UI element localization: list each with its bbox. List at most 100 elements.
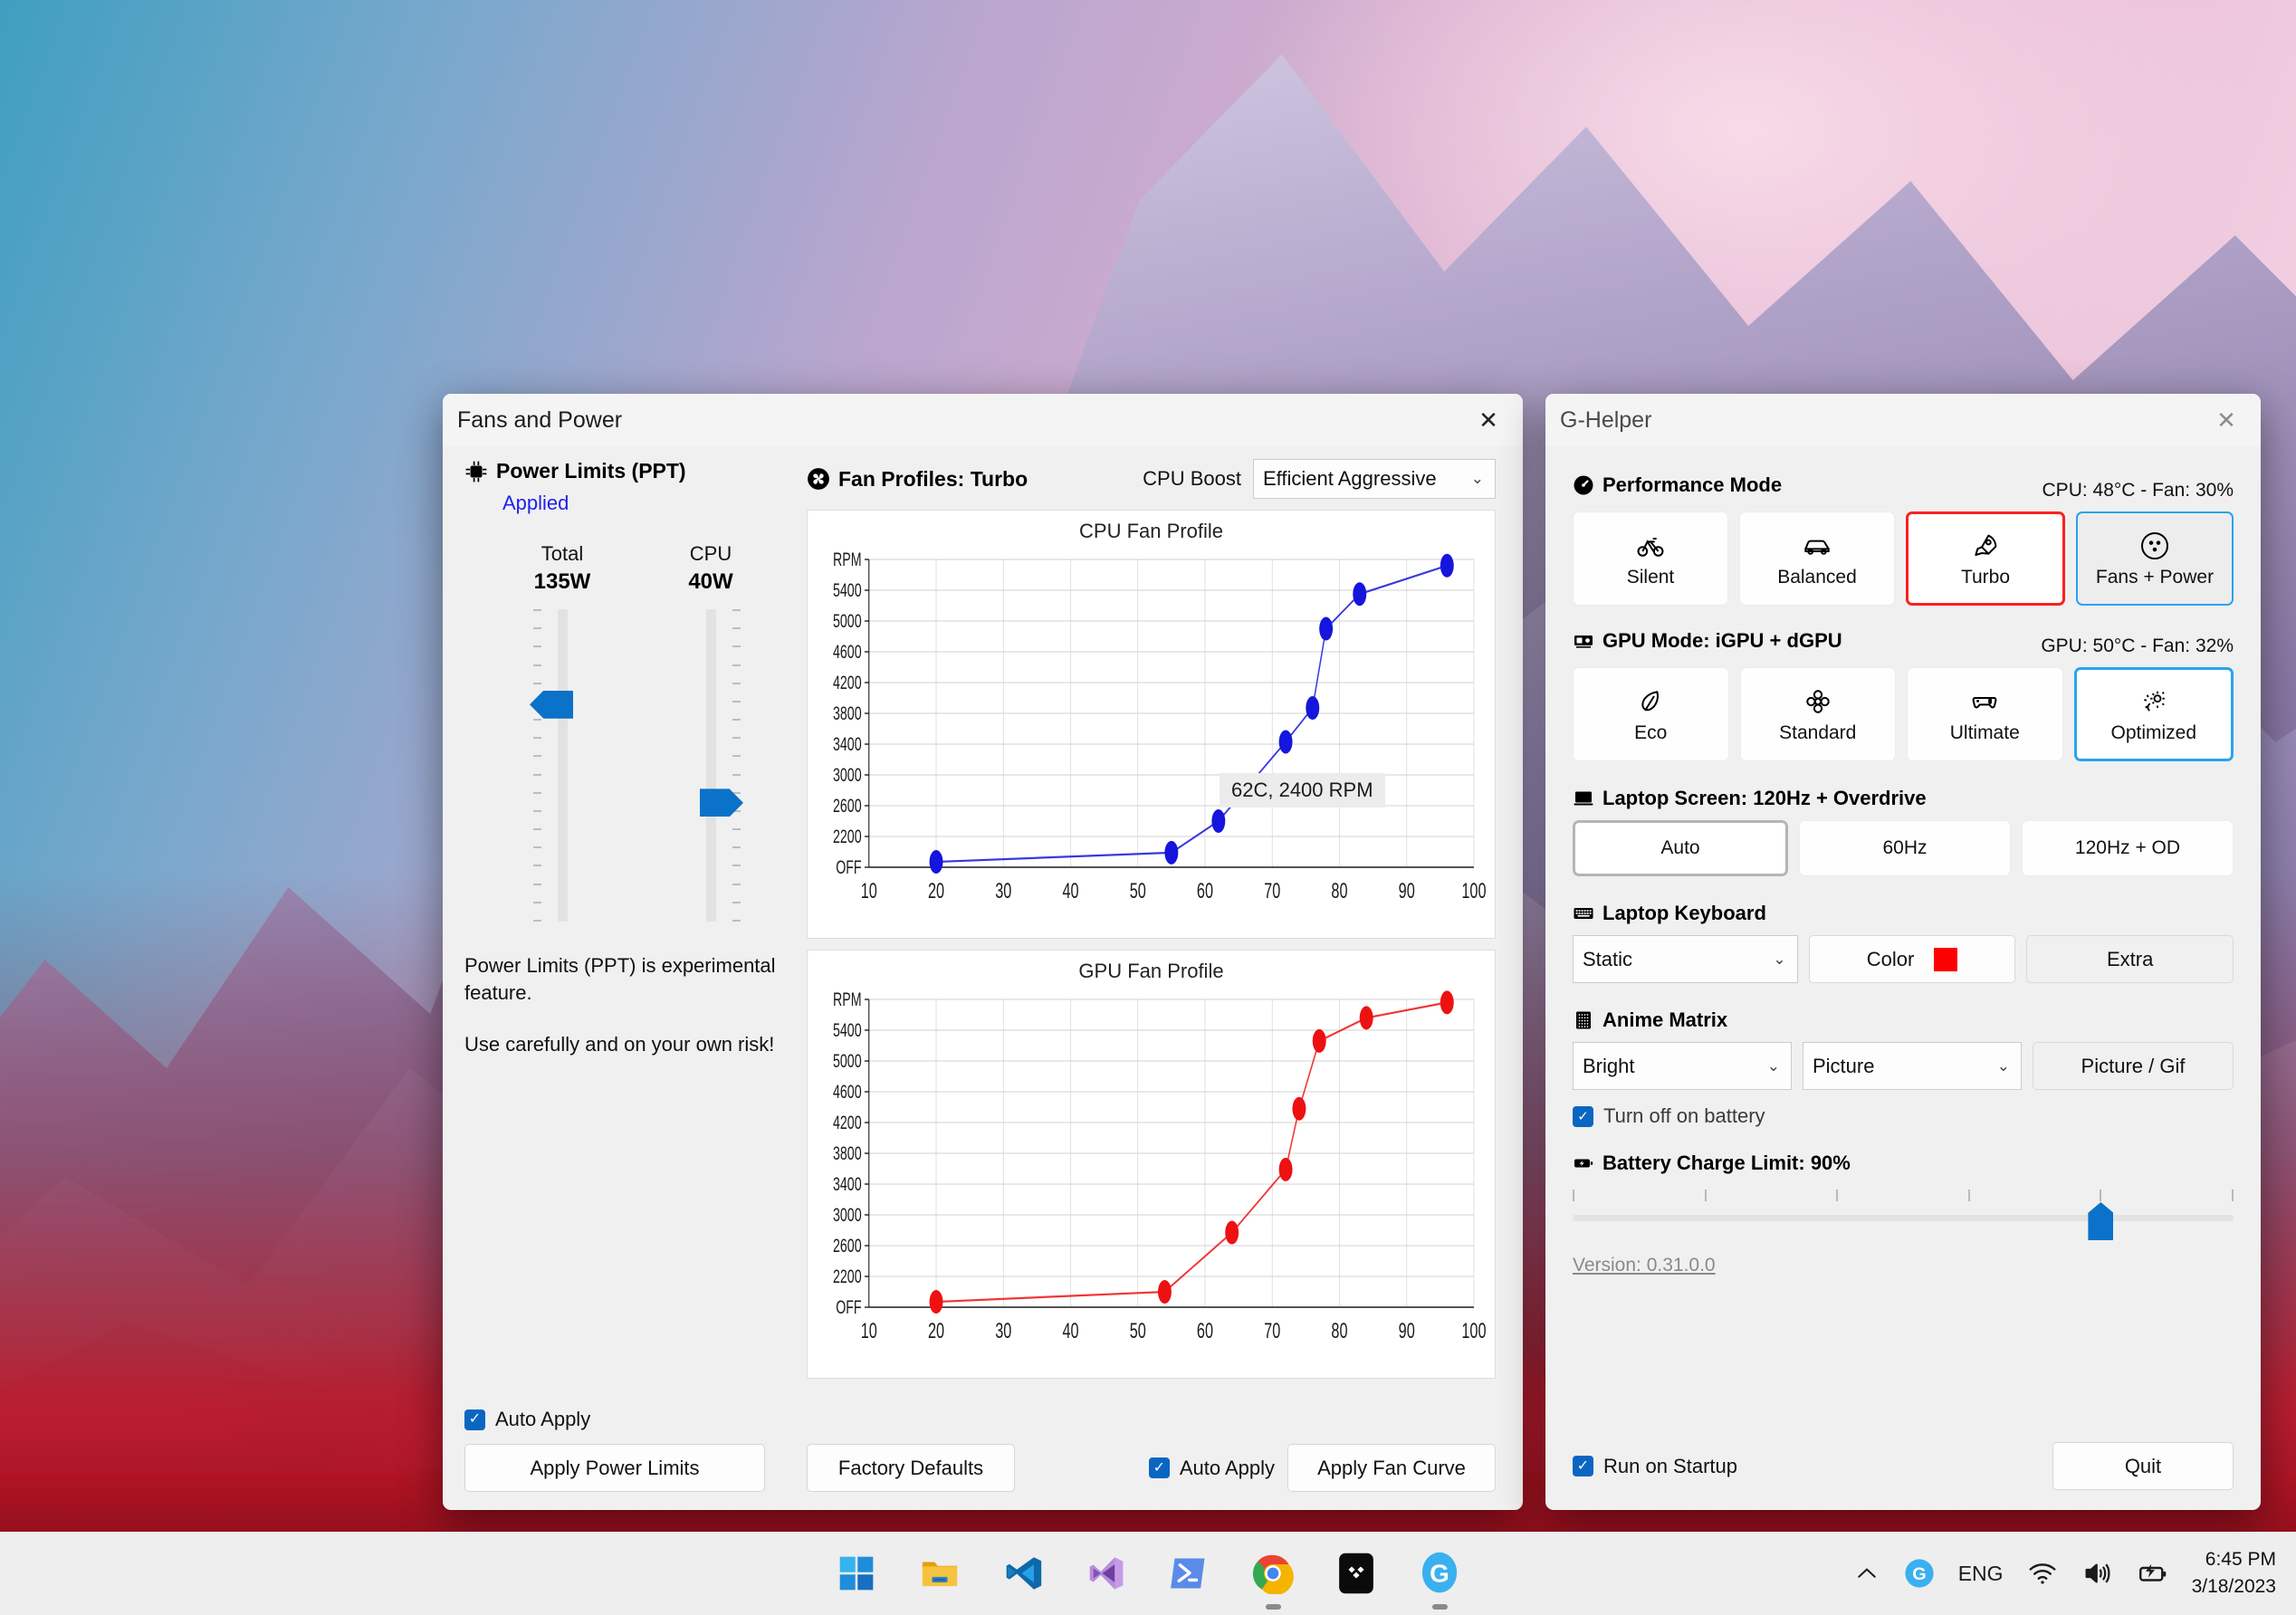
gpu-tile-eco[interactable]: Eco — [1573, 667, 1729, 761]
svg-text:4600: 4600 — [833, 641, 862, 662]
factory-defaults-button[interactable]: Factory Defaults — [807, 1444, 1015, 1492]
svg-text:2200: 2200 — [833, 826, 862, 846]
cpu-slider-track[interactable] — [705, 609, 716, 922]
battery-charge-limit-label: Battery Charge Limit: 90% — [1602, 1152, 1851, 1174]
anime-content-select[interactable]: Picture ⌄ — [1803, 1042, 2022, 1090]
keyboard-color-button[interactable]: Color — [1808, 935, 2016, 983]
battery-slider-thumb[interactable] — [2088, 1202, 2114, 1240]
file-explorer-button[interactable] — [914, 1547, 966, 1600]
color-swatch[interactable] — [1934, 947, 1958, 971]
leaf-icon — [1636, 685, 1665, 718]
total-power-slider[interactable] — [488, 609, 636, 922]
battery-icon — [1573, 1152, 1594, 1174]
start-button[interactable] — [830, 1547, 883, 1600]
svg-text:50: 50 — [1130, 1319, 1146, 1343]
dot-matrix-icon — [1573, 1009, 1594, 1031]
vs-code-button[interactable] — [997, 1547, 1049, 1600]
battery-charging-icon[interactable] — [2136, 1557, 2168, 1590]
gpu-tile-standard[interactable]: Standard — [1739, 667, 1896, 761]
cpu-power-readout: CPU 40W — [636, 542, 785, 595]
total-slider-track[interactable] — [557, 609, 568, 922]
svg-text:70: 70 — [1264, 879, 1280, 903]
fans-window-title: Fans and Power — [457, 406, 623, 433]
performance-tile-turbo[interactable]: Turbo — [1906, 511, 2065, 606]
performance-tile-fans-power[interactable]: Fans + Power — [2076, 511, 2234, 606]
anime-matrix-header: Anime Matrix — [1573, 1008, 2234, 1032]
ppt-auto-apply-label: Auto Apply — [495, 1408, 591, 1430]
battery-charge-slider[interactable] — [1573, 1190, 2234, 1240]
svg-text:2200: 2200 — [833, 1266, 862, 1286]
cpu-fan-profile-chart[interactable]: CPU Fan Profile OFF 2200 2600 3000 3400 3800 4… — [807, 510, 1496, 939]
svg-text:100: 100 — [1461, 879, 1486, 903]
battery-slider-rail[interactable] — [1573, 1215, 2234, 1221]
windows-taskbar: G G ENG — [0, 1532, 2296, 1615]
clock[interactable]: 6:45 PM 3/18/2023 — [2192, 1546, 2276, 1601]
anime-brightness-select[interactable]: Bright ⌄ — [1573, 1042, 1792, 1090]
screen-button-auto[interactable]: Auto — [1573, 820, 1788, 876]
svg-text:20: 20 — [928, 879, 944, 903]
svg-text:G: G — [1430, 1559, 1449, 1587]
screen-button-60hz[interactable]: 60Hz — [1799, 820, 2011, 876]
gpu-mode-label: GPU Mode: iGPU + dGPU — [1602, 629, 1842, 652]
svg-text:100: 100 — [1461, 1319, 1486, 1343]
clock-date: 3/18/2023 — [2191, 1576, 2276, 1597]
show-hidden-icons-chevron[interactable] — [1853, 1560, 1880, 1587]
svg-text:3000: 3000 — [833, 764, 862, 785]
gpu-fan-profile-chart[interactable]: GPU Fan Profile OFF 2200 2600 3000 3400 3800 4… — [807, 950, 1496, 1379]
chevron-down-icon: ⌄ — [1470, 470, 1484, 487]
svg-text:10: 10 — [861, 1319, 877, 1343]
keyboard-controls: Static ⌄ Color Extra — [1573, 935, 2234, 983]
anime-picture-gif-button[interactable]: Picture / Gif — [2033, 1042, 2234, 1090]
performance-tile-balanced[interactable]: Balanced — [1739, 511, 1895, 606]
gpu-tile-optimized[interactable]: Optimized — [2073, 667, 2234, 761]
performance-tile-label: Fans + Power — [2095, 566, 2215, 588]
fans-window-titlebar: Fans and Power ✕ — [443, 394, 1523, 446]
turn-off-on-battery-label: Turn off on battery — [1603, 1104, 1765, 1127]
version-link[interactable]: Version: 0.31.0.0 — [1573, 1255, 1716, 1276]
keyboard-icon — [1573, 903, 1594, 924]
keyboard-mode-select[interactable]: Static ⌄ — [1573, 935, 1798, 983]
svg-text:40: 40 — [1062, 1319, 1078, 1343]
powershell-button[interactable] — [1163, 1547, 1216, 1600]
gpu-tile-ultimate[interactable]: Ultimate — [1907, 667, 2063, 761]
clock-time: 6:45 PM — [2205, 1548, 2276, 1570]
quit-button[interactable]: Quit — [2052, 1442, 2234, 1490]
wifi-icon[interactable] — [2027, 1558, 2058, 1589]
apply-fan-curve-button[interactable]: Apply Fan Curve — [1287, 1444, 1496, 1492]
svg-text:5400: 5400 — [833, 579, 862, 600]
chrome-button[interactable] — [1247, 1547, 1299, 1610]
gamepad-icon — [1970, 685, 1999, 718]
apply-power-limits-button[interactable]: Apply Power Limits — [464, 1444, 765, 1492]
g-helper-tray-icon[interactable]: G — [1904, 1558, 1935, 1589]
screen-button-120hz-od[interactable]: 120Hz + OD — [2022, 820, 2234, 876]
visual-studio-button[interactable] — [1080, 1547, 1133, 1600]
volume-icon[interactable] — [2081, 1558, 2112, 1589]
tidal-button[interactable] — [1330, 1547, 1382, 1600]
keyboard-extra-button[interactable]: Extra — [2026, 935, 2234, 983]
gpu-card-icon — [1573, 630, 1594, 652]
language-indicator[interactable]: ENG — [1957, 1561, 2004, 1585]
svg-text:RPM: RPM — [833, 549, 862, 569]
close-icon[interactable]: ✕ — [1478, 406, 1498, 434]
turn-off-on-battery-checkbox[interactable]: ✓ Turn off on battery — [1573, 1104, 2234, 1128]
note-line-1: Power Limits (PPT) is experimental featu… — [464, 954, 776, 1005]
close-icon[interactable]: ✕ — [2216, 406, 2236, 434]
cpu-slider-ticks — [732, 609, 741, 922]
g-helper-button[interactable]: G — [1413, 1547, 1466, 1610]
gpu-tile-label: Standard — [1779, 721, 1857, 743]
performance-tile-silent[interactable]: Silent — [1573, 511, 1728, 606]
laptop-screen-label: Laptop Screen: 120Hz + Overdrive — [1602, 787, 1927, 809]
svg-text:4200: 4200 — [833, 1112, 862, 1132]
power-limits-heading-label: Power Limits (PPT) — [496, 459, 686, 483]
cpu-power-slider[interactable] — [636, 609, 785, 922]
fan-auto-apply-checkbox[interactable]: ✓ Auto Apply — [1148, 1457, 1275, 1480]
gauge-icon — [1573, 474, 1594, 496]
running-indicator — [1431, 1604, 1448, 1610]
run-on-startup-checkbox[interactable]: ✓ Run on Startup — [1573, 1455, 1737, 1478]
ghelper-window-title: G-Helper — [1560, 406, 1652, 433]
svg-text:60: 60 — [1197, 1319, 1213, 1343]
cpu-temp-status: CPU: 48°C - Fan: 30% — [2042, 480, 2234, 501]
cpu-boost-select[interactable]: Efficient Aggressive ⌄ — [1253, 459, 1496, 499]
svg-text:3800: 3800 — [833, 1142, 862, 1163]
ppt-auto-apply-checkbox[interactable]: ✓ Auto Apply — [464, 1408, 765, 1431]
